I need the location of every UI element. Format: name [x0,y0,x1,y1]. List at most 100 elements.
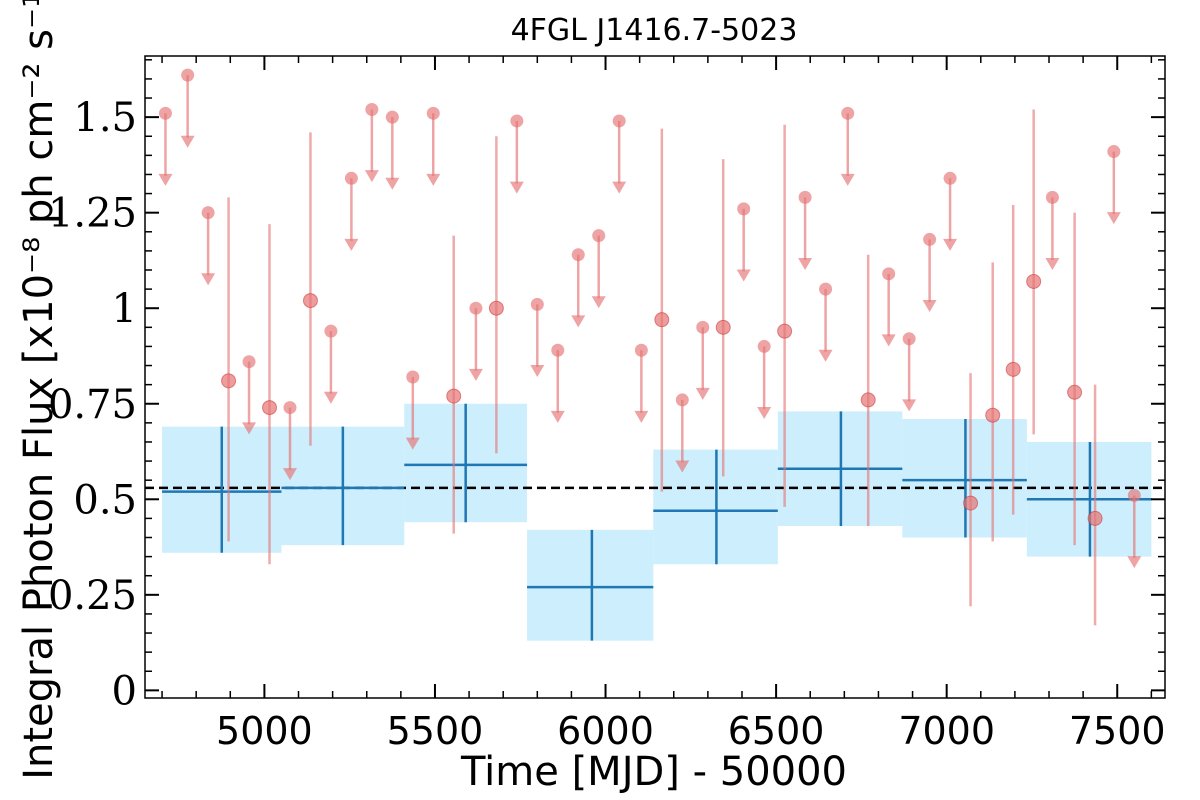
upper-limit-arrow [757,407,772,420]
x-tick-label: 5000 [216,709,313,753]
upper-limit-arrow [1106,212,1121,225]
upper-limit-point [406,370,420,384]
upper-limit-arrow [426,173,441,186]
upper-limit-arrow [385,177,400,190]
upper-limit-point [510,114,524,128]
upper-limit-point [841,106,855,120]
upper-limit-arrow [634,410,649,423]
upper-limit-arrow [242,422,257,435]
upper-limit-point [882,267,896,281]
upper-limit-arrow [591,296,606,309]
upper-limit-point [551,343,565,357]
upper-limit-arrow [364,170,379,183]
upper-limit-arrow [902,399,917,412]
upper-limit-arrow [530,365,545,377]
x-tick-label: 5500 [387,709,484,753]
y-tick-label: 0.75 [48,382,137,428]
upper-limit-arrow [818,349,833,362]
upper-limit-point [201,206,215,220]
y-tick-label: 1.25 [48,191,137,237]
detection-point [262,400,278,416]
detection-point [1067,384,1083,400]
upper-limit-point [324,324,338,338]
detection-point [715,319,731,335]
upper-limit-point [385,110,399,124]
upper-limit-point [365,103,379,116]
upper-limit-arrow [612,181,627,194]
detection-point [446,388,462,404]
chart-title: 4FGL J1416.7-5023 [511,13,798,48]
detection-point [963,495,979,511]
detection-point [221,373,237,389]
upper-limit-point [612,114,626,128]
detection-point [1005,361,1021,377]
detection-point [860,392,876,408]
y-tick-label: 0.25 [48,573,137,619]
x-axis-label: Time [MJD] - 50000 [460,749,847,795]
upper-limit-arrow [509,181,524,194]
axis-ticks: 5000 5500 6000 6500 7000 7500 0 0.25 0.5 0.75 1 1.2… [48,56,1166,753]
upper-limit-arrow [881,334,896,347]
upper-limit-arrow [798,258,813,270]
upper-limit-arrow [675,460,690,473]
upper-limit-point [283,401,297,415]
x-tick-label: 6000 [557,709,654,753]
detection-point [777,323,793,339]
upper-limit-arrow [943,238,958,251]
upper-limit-arrow [468,368,483,381]
y-tick-label: 0 [112,668,137,714]
upper-limit-arrow [1045,258,1060,270]
upper-limit-point [571,248,585,262]
upper-limit-point [426,106,440,120]
y-tick-label: 0.5 [73,477,137,523]
detection-point [302,293,318,309]
upper-limit-point [1107,145,1121,159]
upper-limit-arrow [180,135,195,148]
upper-limit-point [634,343,648,357]
upper-limit-point [469,301,483,315]
upper-limit-arrow [571,315,586,328]
upper-limit-point [819,282,833,296]
upper-limit-arrow [405,437,420,450]
upper-limit-point [181,68,195,82]
upper-limit-point [158,106,172,120]
detection-point [985,407,1001,423]
x-tick-label: 6500 [728,709,825,753]
upper-limit-arrow [282,468,297,481]
upper-limit-arrow [550,410,565,423]
long-bin-band [527,529,654,641]
upper-limit-point [737,202,751,216]
upper-limit-point [242,355,256,369]
upper-limit-point [344,171,358,185]
upper-limit-arrow [158,173,173,186]
upper-limit-arrow [323,391,338,404]
upper-limit-point [902,332,916,346]
upper-limit-arrow [736,269,751,282]
upper-limit-arrow [201,273,216,286]
upper-limit-point [1045,190,1059,204]
upper-limit-point [943,171,957,185]
y-axis-label: Integral Photon Flux [x10⁻⁸ ph cm⁻² s⁻¹] [16,0,62,780]
upper-limit-point [923,232,937,246]
x-tick-label: 7000 [898,709,995,753]
plot-area [145,68,1165,641]
detection-point [1026,273,1042,289]
detection-point [654,312,670,328]
upper-limit-point [1127,488,1141,502]
upper-limit-point [675,393,689,407]
detection-point [1087,510,1103,526]
detection-point [488,300,504,316]
upper-limit-arrow [1127,556,1142,569]
upper-limit-point [592,229,606,243]
upper-limit-arrow [344,238,359,251]
upper-limit-point [798,190,812,204]
x-tick-label: 7500 [1069,709,1166,753]
upper-limit-point [696,320,710,334]
upper-limit-arrow [840,173,855,186]
upper-limit-point [757,339,771,353]
y-tick-label: 1.5 [73,95,137,141]
upper-limit-point [530,297,544,311]
upper-limit-arrow [922,300,937,313]
y-tick-label: 1 [112,286,137,332]
